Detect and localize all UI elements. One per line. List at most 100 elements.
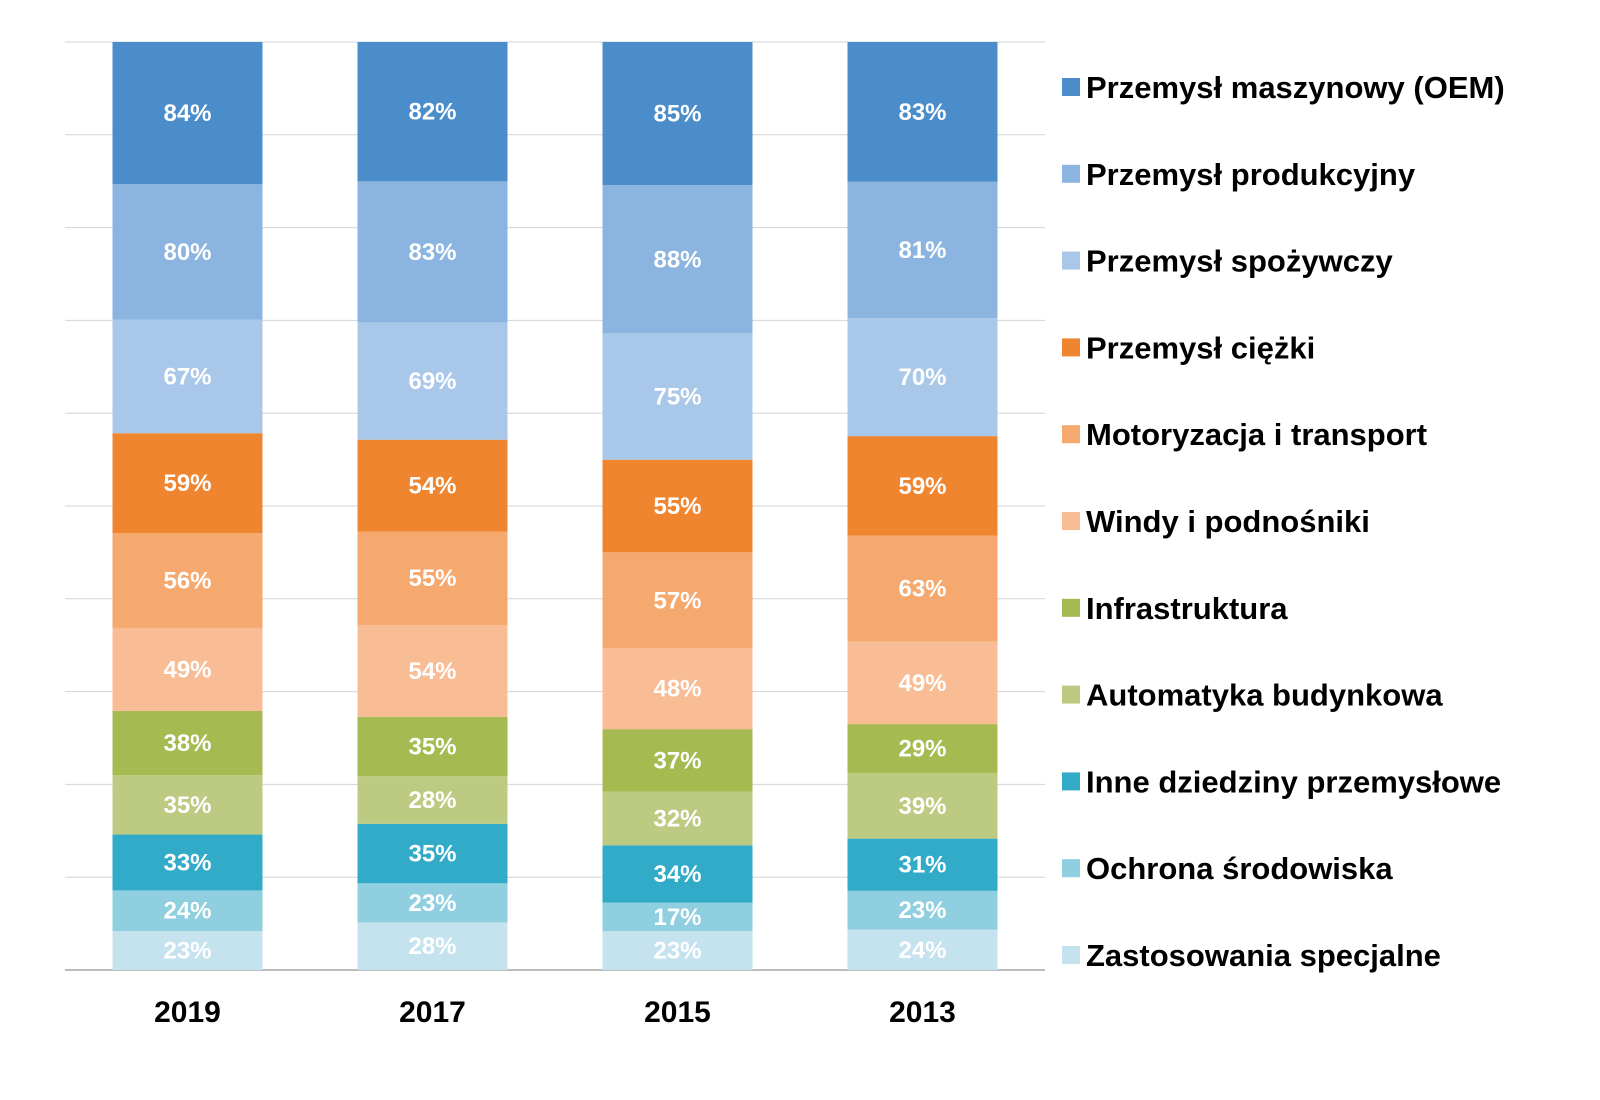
bar-segment [847,181,998,319]
bar-segment [112,710,263,776]
bar-segment [357,439,508,532]
bar-segment [847,318,998,437]
data-label: 83% [408,239,456,266]
bar-segment [112,42,263,185]
legend-label: Przemysł ciężki [1086,330,1315,365]
legend-item: Przemysł spożywczy [1062,244,1393,279]
legend-item: Przemysł produkcyjny [1062,157,1416,192]
bar-segment [847,838,998,891]
data-label: 32% [653,805,701,832]
data-label: 82% [408,99,456,126]
bar-segment [357,823,508,884]
data-label: 75% [653,384,701,411]
bar-segment [602,185,753,334]
data-label: 67% [163,363,211,390]
legend-item: Windy i podnośniki [1062,504,1370,539]
data-label: 59% [163,470,211,497]
bar-segment [602,845,753,903]
data-label: 54% [408,658,456,685]
legend-label: Automatyka budynkowa [1086,678,1443,713]
legend-label: Windy i podnośniki [1086,504,1370,539]
data-label: 28% [408,933,456,960]
bar-segment [357,181,508,323]
bar-stack-2013: 24% 23% 31% 39% 29% 49% 63% 59% 70% 81% 83% [847,42,998,970]
data-label: 63% [898,576,946,603]
bar-segment [112,627,263,711]
data-label: 55% [653,493,701,520]
legend-swatch [1062,859,1080,878]
x-axis: 2019 2017 2015 2013 [154,996,956,1029]
legend-item: Inne dziedziny przemysłowe [1062,764,1501,799]
legend-label: Inne dziedziny przemysłowe [1086,764,1501,799]
bar-segment [847,42,998,182]
bar-segment [602,648,753,730]
bar-segment [357,624,508,717]
legend-item: Przemysł maszynowy (OEM) [1062,70,1505,105]
data-label: 80% [163,239,211,266]
bar-segment [602,552,753,649]
data-label: 70% [898,364,946,391]
data-label: 49% [898,670,946,697]
bar-segment [602,333,753,460]
legend-swatch [1062,598,1080,617]
bar-segment [357,531,508,625]
bar-segment [602,791,753,846]
bar-segment [602,42,753,186]
data-label: 35% [163,792,211,819]
bar-segment [357,322,508,440]
legend-swatch [1062,78,1080,96]
bar-stack-2017: 28% 23% 35% 28% 35% 54% 55% 54% 69% 83% 82% [357,42,508,970]
bar-stack-2015: 23% 17% 34% 32% 37% 48% 57% 55% 75% 88% 85% [602,42,753,970]
data-label: 85% [653,101,701,128]
legend-label: Ochrona środowiska [1086,851,1393,886]
legend-swatch [1062,685,1080,704]
data-label: 35% [408,733,456,760]
data-label: 49% [163,656,211,683]
data-label: 24% [163,898,211,925]
data-label: 56% [163,568,211,595]
x-tick-label: 2013 [889,996,956,1029]
data-label: 23% [898,897,946,924]
legend-swatch [1062,946,1080,964]
legend-swatch [1062,164,1080,183]
bar-stack-2019: 23% 24% 33% 35% 38% 49% 56% 59% 67% 80% 84% [112,42,263,970]
bar-segment [602,902,753,932]
bar-segment [112,890,263,932]
legend-item: Infrastruktura [1062,591,1288,626]
legend-label: Motoryzacja i transport [1086,417,1427,452]
bar-segment [357,922,508,970]
bar-segment [112,184,263,320]
bar-segment [112,433,263,534]
bar-segment [847,724,998,773]
legend-swatch [1062,251,1080,270]
data-label: 28% [408,787,456,814]
data-label: 88% [653,246,701,273]
x-tick-label: 2019 [154,996,221,1029]
data-label: 23% [653,938,701,965]
bar-segment [847,641,998,725]
data-label: 48% [653,676,701,703]
bar-segment [357,716,508,777]
bar-segment [112,319,263,434]
data-label: 35% [408,841,456,868]
bar-segment [357,776,508,824]
legend-swatch [1062,338,1080,357]
legend-swatch [1062,512,1080,530]
bar-segment [602,459,753,553]
x-tick-label: 2015 [644,996,711,1029]
bar-segment [602,729,753,792]
bar-segment [847,535,998,642]
bar-segment [112,834,263,891]
data-label: 38% [163,730,211,757]
bar-segment [357,883,508,923]
data-label: 69% [408,368,456,395]
bar-segment [112,775,263,835]
legend-label: Przemysł spożywczy [1086,244,1393,279]
legend-item: Ochrona środowiska [1062,851,1393,886]
data-label: 29% [898,736,946,763]
data-label: 83% [898,99,946,126]
data-label: 31% [898,852,946,879]
data-label: 23% [408,890,456,917]
